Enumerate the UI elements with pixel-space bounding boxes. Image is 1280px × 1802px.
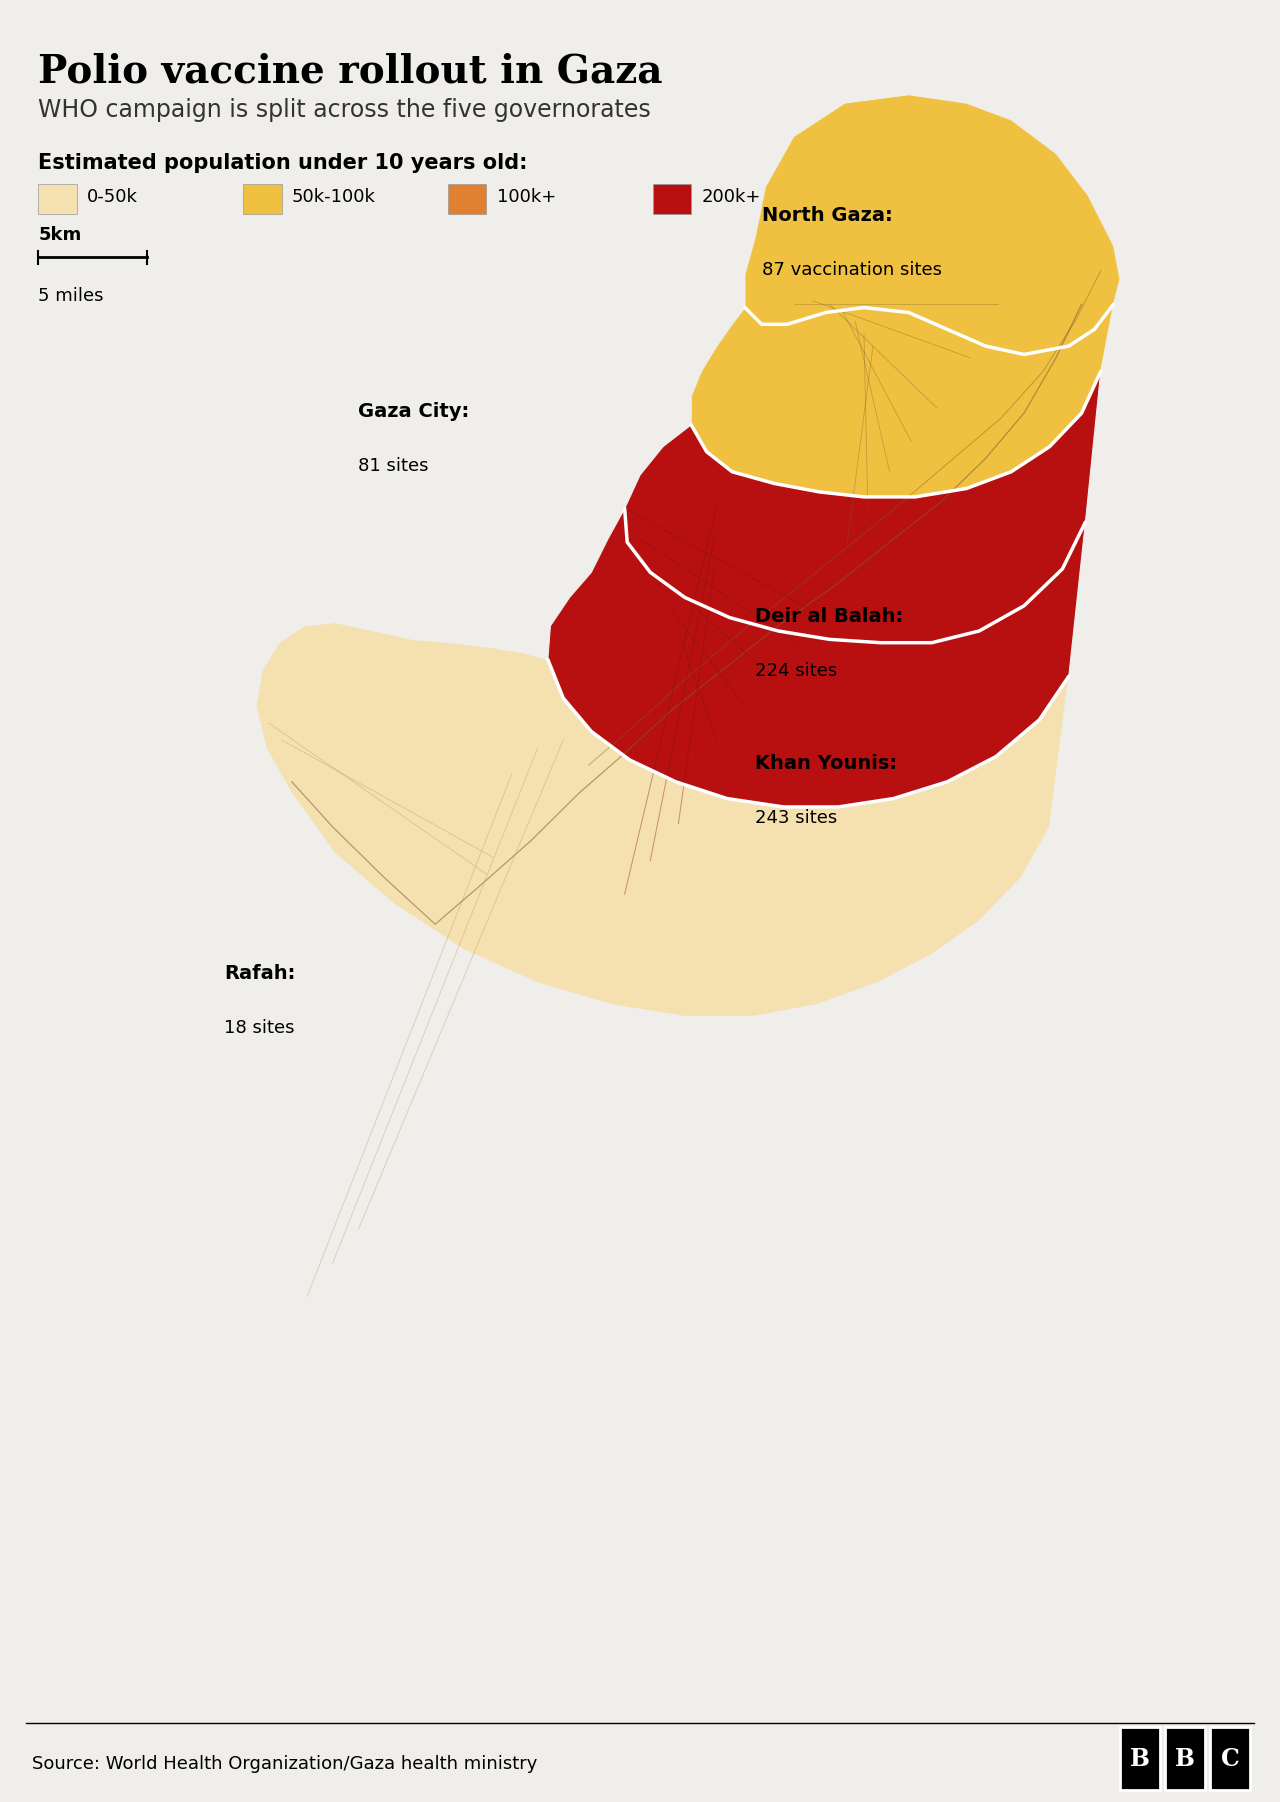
Bar xyxy=(243,184,282,214)
Text: Rafah:: Rafah: xyxy=(224,964,296,982)
Text: 243 sites: 243 sites xyxy=(755,809,837,827)
Polygon shape xyxy=(625,371,1101,643)
Text: 0-50k: 0-50k xyxy=(87,187,138,205)
Polygon shape xyxy=(548,508,1085,807)
Text: Gaza City:: Gaza City: xyxy=(358,402,470,422)
Text: Polio vaccine rollout in Gaza: Polio vaccine rollout in Gaza xyxy=(38,52,663,90)
Text: 100k+: 100k+ xyxy=(497,187,556,205)
Text: 87 vaccination sites: 87 vaccination sites xyxy=(762,261,942,279)
Text: 5km: 5km xyxy=(38,225,82,243)
Text: Estimated population under 10 years old:: Estimated population under 10 years old: xyxy=(38,153,527,173)
Text: 18 sites: 18 sites xyxy=(224,1018,294,1036)
Text: B: B xyxy=(1175,1746,1196,1771)
Text: B: B xyxy=(1130,1746,1151,1771)
Bar xyxy=(38,184,77,214)
Text: Source: World Health Organization/Gaza health ministry: Source: World Health Organization/Gaza h… xyxy=(32,1755,538,1773)
Polygon shape xyxy=(745,96,1120,355)
Text: Deir al Balah:: Deir al Balah: xyxy=(755,607,904,625)
Bar xyxy=(1120,1726,1161,1791)
Bar xyxy=(448,184,486,214)
Text: Khan Younis:: Khan Younis: xyxy=(755,755,897,773)
Text: WHO campaign is split across the five governorates: WHO campaign is split across the five go… xyxy=(38,97,652,123)
Bar xyxy=(1210,1726,1251,1791)
Polygon shape xyxy=(691,305,1114,497)
Polygon shape xyxy=(256,622,1069,1016)
Text: 81 sites: 81 sites xyxy=(358,458,429,476)
Bar xyxy=(653,184,691,214)
Text: 224 sites: 224 sites xyxy=(755,661,837,679)
Text: C: C xyxy=(1221,1746,1239,1771)
Text: 200k+: 200k+ xyxy=(701,187,760,205)
Text: 5 miles: 5 miles xyxy=(38,287,104,305)
Text: 50k-100k: 50k-100k xyxy=(292,187,376,205)
Bar xyxy=(1165,1726,1206,1791)
Text: North Gaza:: North Gaza: xyxy=(762,207,892,225)
